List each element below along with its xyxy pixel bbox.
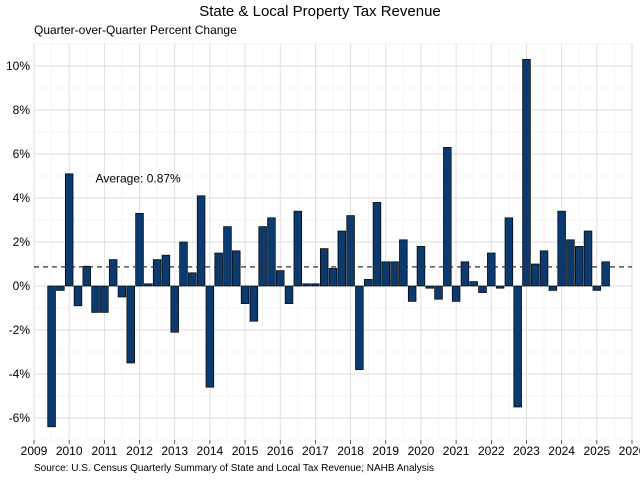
bar (425, 285, 434, 289)
y-tick-label: -2% (9, 323, 31, 337)
bar (179, 241, 188, 287)
y-tick-label: 8% (13, 103, 31, 117)
x-tick-label: 2017 (302, 444, 329, 458)
x-tick-label: 2013 (161, 444, 188, 458)
x-tick-label: 2012 (126, 444, 153, 458)
bar (557, 210, 566, 287)
x-tick-label: 2019 (372, 444, 399, 458)
bar (575, 246, 584, 287)
bar (188, 272, 197, 287)
chart-source: Source: U.S. Census Quarterly Summary of… (34, 463, 434, 474)
bar (126, 285, 135, 364)
x-tick-label: 2023 (513, 444, 540, 458)
chart-subtitle: Quarter-over-Quarter Percent Change (34, 23, 237, 37)
bar (407, 285, 417, 302)
bar (513, 285, 522, 408)
bar (205, 285, 215, 388)
x-axis-ticks: 2009 2010 2011 2012 2013 2014 2015 2016 2017 2018… (21, 440, 640, 458)
bar (469, 281, 478, 287)
bar (267, 217, 276, 287)
bar (328, 268, 338, 287)
bar (240, 285, 250, 304)
x-tick-label: 2021 (443, 444, 470, 458)
bar (47, 285, 56, 428)
bar (592, 285, 602, 291)
bar (82, 265, 91, 287)
x-tick-label: 2018 (337, 444, 364, 458)
bar (601, 261, 610, 287)
y-tick-label: 2% (13, 235, 31, 249)
y-tick-label: 4% (13, 191, 31, 205)
bar (522, 59, 531, 287)
bar (293, 210, 303, 287)
bar (196, 195, 206, 287)
x-tick-label: 2026 (619, 444, 640, 458)
x-tick-label: 2024 (548, 444, 575, 458)
bar (363, 279, 373, 287)
x-tick-label: 2009 (21, 444, 48, 458)
x-tick-label: 2010 (56, 444, 83, 458)
x-tick-label: 2014 (197, 444, 224, 458)
bar (73, 285, 83, 307)
y-tick-label: -6% (9, 411, 31, 425)
bars (47, 59, 610, 428)
bar (161, 254, 171, 287)
bar (337, 230, 347, 287)
bar (460, 261, 470, 287)
bar (399, 239, 408, 287)
average-annotation: Average: 0.87% (96, 172, 182, 186)
bar (100, 285, 109, 313)
x-tick-label: 2011 (91, 444, 117, 458)
bar (56, 285, 65, 291)
bar (91, 285, 100, 313)
bar (64, 173, 74, 287)
bar (390, 261, 399, 287)
bar (478, 285, 487, 293)
bar (276, 270, 285, 287)
y-tick-label: -4% (9, 367, 31, 381)
bar (381, 261, 390, 287)
bar (487, 252, 496, 287)
bar (355, 285, 364, 370)
bar (548, 285, 558, 291)
bar (144, 283, 153, 287)
bar (539, 250, 549, 287)
bar (416, 246, 426, 287)
bar (372, 202, 382, 287)
bar (531, 263, 540, 287)
bar (223, 226, 232, 287)
x-tick-label: 2020 (408, 444, 435, 458)
bar (152, 259, 162, 287)
bar (232, 250, 241, 287)
bar (258, 226, 267, 287)
bar (249, 285, 259, 322)
x-tick-label: 2025 (583, 444, 610, 458)
x-tick-label: 2015 (232, 444, 259, 458)
y-axis-ticks: -6% -4% -2% 0% 2% 4% 6% 8% 10% (6, 59, 30, 425)
bar (443, 147, 452, 287)
bar (434, 285, 443, 300)
bar (311, 283, 320, 287)
bar (108, 259, 118, 287)
bar (117, 285, 127, 298)
x-tick-label: 2022 (478, 444, 505, 458)
bar (170, 285, 179, 333)
bar (214, 252, 223, 287)
y-tick-label: 6% (13, 147, 31, 161)
bar (583, 230, 593, 287)
chart-title: State & Local Property Tax Revenue (199, 3, 441, 20)
y-tick-label: 10% (6, 59, 30, 73)
bar (566, 239, 575, 287)
bar (495, 285, 505, 289)
y-tick-label: 0% (13, 279, 31, 293)
bar (451, 285, 461, 302)
bar (302, 283, 311, 287)
bar (284, 285, 294, 304)
bar (135, 213, 144, 287)
x-tick-label: 2016 (267, 444, 294, 458)
bar (504, 217, 514, 287)
bar (346, 215, 355, 287)
